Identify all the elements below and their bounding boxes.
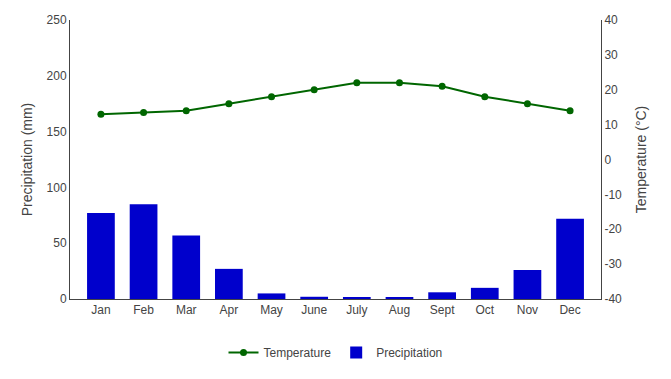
- svg-text:-20: -20: [604, 222, 622, 236]
- svg-text:Feb: Feb: [133, 303, 154, 317]
- svg-text:-30: -30: [604, 257, 622, 271]
- svg-text:200: 200: [47, 69, 67, 83]
- svg-text:-10: -10: [604, 188, 622, 202]
- svg-text:Sept: Sept: [430, 303, 455, 317]
- svg-text:Jan: Jan: [91, 303, 110, 317]
- svg-text:Oct: Oct: [475, 303, 494, 317]
- svg-text:50: 50: [53, 236, 67, 250]
- svg-text:0: 0: [604, 153, 611, 167]
- svg-text:250: 250: [47, 13, 67, 27]
- svg-text:Temperature: Temperature: [264, 346, 332, 360]
- svg-text:Apr: Apr: [220, 303, 239, 317]
- svg-text:20: 20: [604, 83, 618, 97]
- svg-text:June: June: [301, 303, 327, 317]
- svg-text:July: July: [346, 303, 367, 317]
- svg-text:Precipitation: Precipitation: [376, 346, 442, 360]
- svg-text:Precipitation (mm): Precipitation (mm): [19, 103, 35, 217]
- svg-text:40: 40: [604, 13, 618, 27]
- svg-text:Mar: Mar: [176, 303, 197, 317]
- svg-text:30: 30: [604, 48, 618, 62]
- svg-text:-40: -40: [604, 292, 622, 306]
- svg-text:0: 0: [60, 292, 67, 306]
- svg-text:May: May: [260, 303, 283, 317]
- svg-text:10: 10: [604, 118, 618, 132]
- svg-text:Dec: Dec: [559, 303, 580, 317]
- svg-text:Temperature (°C): Temperature (°C): [633, 106, 649, 214]
- svg-text:Aug: Aug: [389, 303, 410, 317]
- svg-text:Nov: Nov: [517, 303, 538, 317]
- svg-text:100: 100: [47, 181, 67, 195]
- svg-text:150: 150: [47, 125, 67, 139]
